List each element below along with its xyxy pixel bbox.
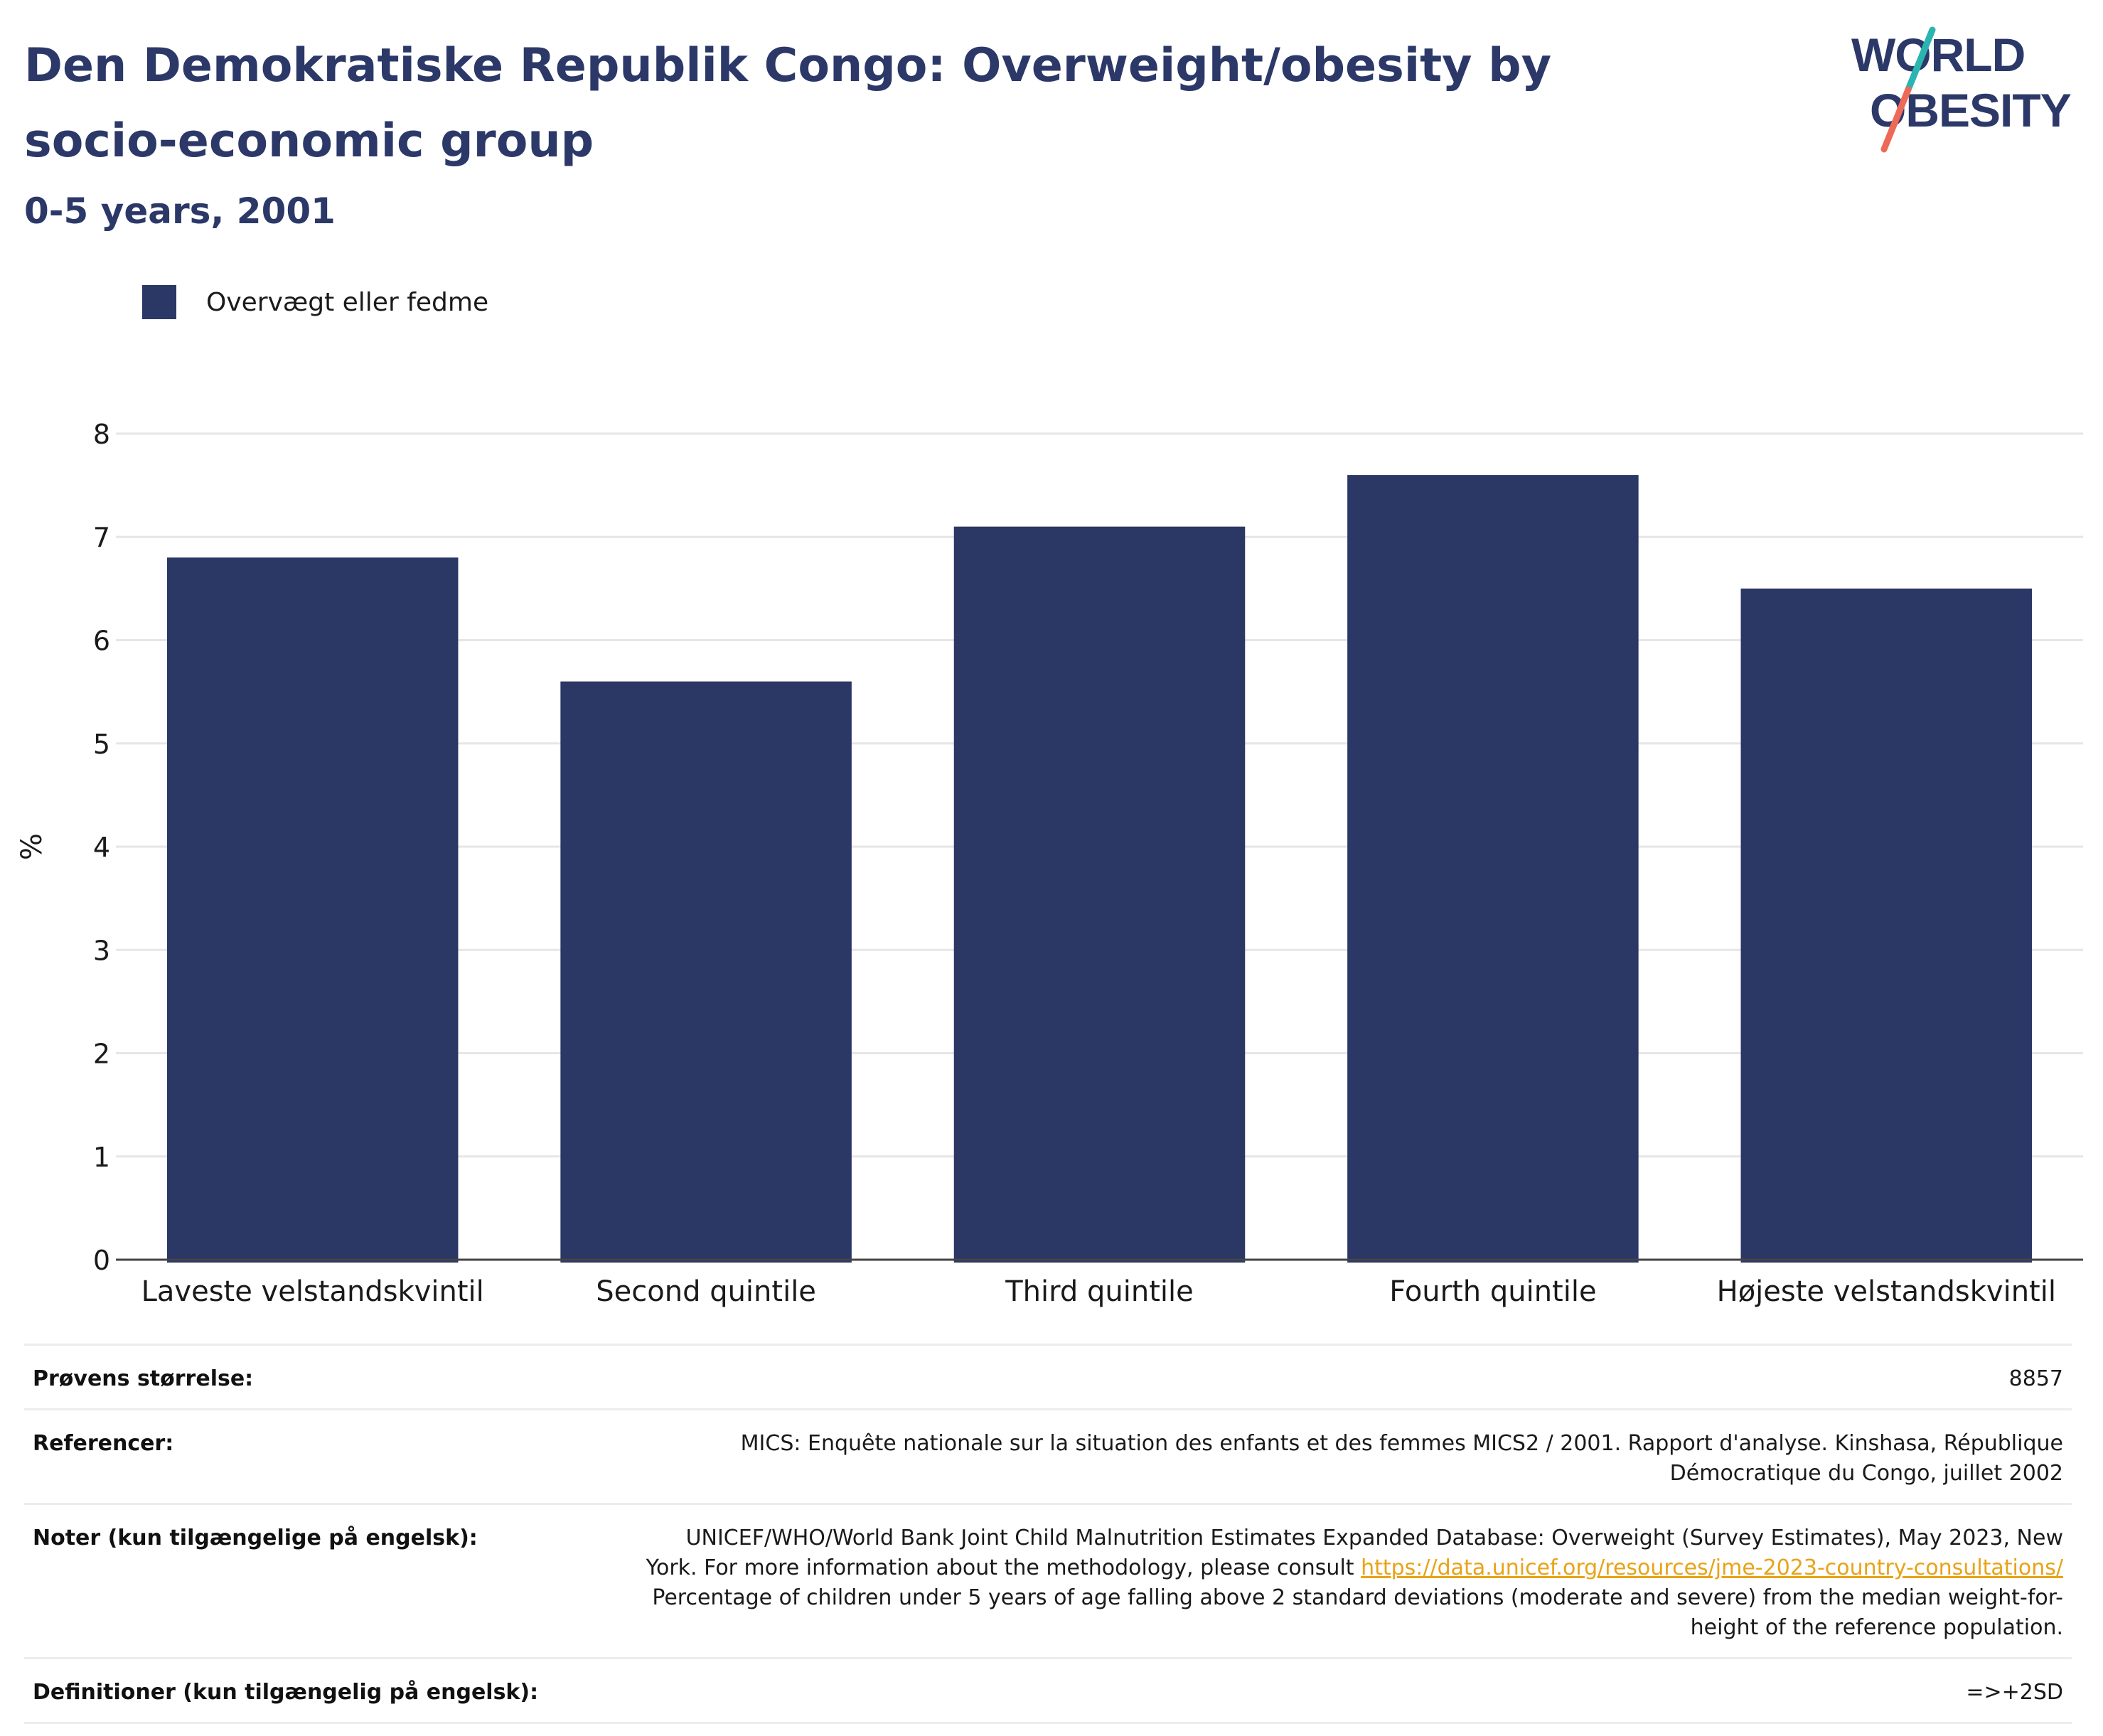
- bar-3: [1347, 475, 1639, 1263]
- sample-size-value: 8857: [624, 1344, 2072, 1410]
- y-tick-label-3: 3: [93, 935, 110, 966]
- bars: [166, 475, 2033, 1263]
- y-tick-label-5: 5: [93, 729, 110, 760]
- logo-slash-coral: [1880, 86, 1912, 153]
- logo-slash-teal: [1905, 26, 1936, 93]
- chart-subtitle: 0-5 years, 2001: [24, 191, 336, 232]
- world-obesity-logo: WORLD OBESITY: [1851, 26, 2072, 153]
- bar-2: [953, 526, 1246, 1263]
- notes-value: UNICEF/WHO/World Bank Joint Child Malnut…: [624, 1503, 2072, 1659]
- chart-legend[interactable]: Overvægt eller fedme: [142, 284, 488, 320]
- y-axis-ticks: 0 1 2 3 4 5 6 7 8: [93, 419, 110, 1276]
- legend-swatch: [142, 285, 176, 319]
- sample-size-label: Prøvens størrelse:: [24, 1344, 624, 1410]
- y-tick-label-8: 8: [93, 419, 110, 450]
- info-table: Prøvens størrelse: 8857 Referencer: MICS…: [24, 1344, 2072, 1724]
- x-tick-label-3: Fourth quintile: [1389, 1275, 1596, 1308]
- x-tick-label-4: Højeste velstandskvintil: [1717, 1275, 2056, 1308]
- methodology-link[interactable]: https://data.unicef.org/resources/jme-20…: [1361, 1555, 2063, 1580]
- notes-label: Noter (kun tilgængelige på engelsk):: [24, 1503, 624, 1659]
- y-tick-label-0: 0: [93, 1245, 110, 1276]
- notes-text-1: UNICEF/WHO/World Bank Joint Child Malnut…: [646, 1526, 2063, 1580]
- y-tick-label-1: 1: [93, 1142, 110, 1173]
- x-tick-label-1: Second quintile: [596, 1275, 816, 1308]
- x-tick-label-2: Third quintile: [1005, 1275, 1193, 1308]
- info-row-sample: Prøvens størrelse: 8857: [24, 1344, 2072, 1410]
- definitions-label: Definitioner (kun tilgængelig på engelsk…: [24, 1657, 624, 1724]
- info-row-notes: Noter (kun tilgængelige på engelsk): UNI…: [24, 1503, 2072, 1659]
- bar-0: [166, 557, 459, 1263]
- y-tick-label-7: 7: [93, 522, 110, 553]
- bar-1: [560, 681, 852, 1263]
- y-tick-label-6: 6: [93, 626, 110, 657]
- logo-text-world: WORLD: [1851, 28, 2025, 81]
- x-axis-ticks: Laveste velstandskvintil Second quintile T…: [141, 1275, 2056, 1308]
- info-row-references: Referencer: MICS: Enquête nationale sur …: [24, 1408, 2072, 1504]
- chart-title: Den Demokratiske Republik Congo: Overwei…: [24, 39, 1552, 168]
- definitions-value: =>+2SD: [624, 1657, 2072, 1724]
- legend-label: Overvægt eller fedme: [206, 287, 489, 317]
- y-tick-label-2: 2: [93, 1039, 110, 1070]
- logo-text-obesity: OBESITY: [1870, 84, 2071, 136]
- references-value: MICS: Enquête nationale sur la situation…: [624, 1408, 2072, 1504]
- bar-4: [1740, 588, 2033, 1263]
- x-tick-label-0: Laveste velstandskvintil: [141, 1275, 484, 1308]
- info-row-definitions: Definitioner (kun tilgængelig på engelsk…: [24, 1657, 2072, 1724]
- y-axis-label: %: [16, 833, 48, 860]
- references-label: Referencer:: [24, 1408, 624, 1504]
- bar-chart: 0 1 2 3 4 5 6 7 8 Laveste velstandskvintil Second…: [16, 419, 2083, 1308]
- y-tick-label-4: 4: [93, 832, 110, 863]
- notes-text-2: Percentage of children under 5 years of …: [652, 1585, 2063, 1640]
